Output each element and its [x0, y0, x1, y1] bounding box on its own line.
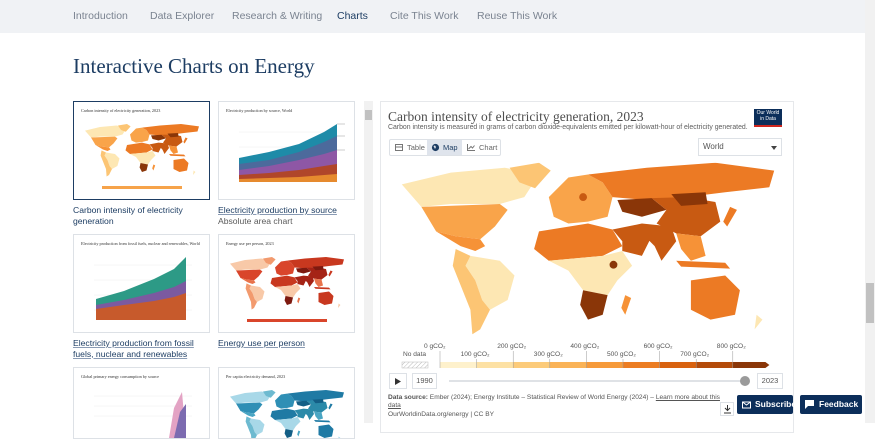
button-label[interactable]: Feedback: [819, 399, 859, 409]
thumbnail-title: Per capita electricity demand, 2023: [226, 374, 286, 379]
page-scrollbar: [865, 0, 875, 423]
caption-text[interactable]: Electricity production by source: [218, 205, 337, 215]
source-label: Data source:: [388, 394, 428, 401]
chart-title: Carbon intensity of electricity generati…: [388, 109, 644, 124]
tab-label[interactable]: Chart: [479, 143, 498, 152]
legend-label: 500 gCO₂: [607, 351, 636, 358]
caption-text[interactable]: Electricity production from fossil fuels…: [73, 338, 194, 359]
table-icon: [395, 144, 403, 151]
chart-subtitle: Carbon intensity is measured in grams of…: [388, 124, 748, 131]
caption-text[interactable]: Carbon intensity of electricity generati…: [73, 205, 183, 226]
card-caption[interactable]: Energy use per person: [218, 338, 356, 349]
legend-label: 100 gCO₂: [460, 351, 490, 358]
thumbnail: [230, 257, 344, 322]
chart-card[interactable]: Carbon intensity of electricity generati…: [73, 101, 210, 200]
thumbnail: [239, 123, 345, 182]
tab-label[interactable]: Map: [443, 143, 458, 152]
tab-bar: [389, 139, 501, 156]
tab[interactable]: Table: [391, 140, 427, 155]
thumbnail-title: Electricity production by source, World: [226, 108, 293, 113]
legend-swatch: [513, 362, 550, 368]
nav-item[interactable]: Reuse This Work: [477, 10, 558, 22]
dropdown-caret: [771, 146, 777, 150]
legend-swatch: [440, 362, 477, 368]
feedback-button[interactable]: Feedback: [800, 395, 862, 414]
logo-line: in Data: [760, 115, 776, 122]
region-select[interactable]: World: [698, 138, 782, 156]
nav-item[interactable]: Cite This Work: [390, 10, 459, 22]
legend-swatch: [476, 362, 514, 368]
legend-swatch: [732, 362, 770, 368]
chart-card[interactable]: Per capita electricity demand, 2023: [218, 367, 355, 439]
timeline-handle[interactable]: [740, 376, 750, 386]
world-map[interactable]: [392, 160, 784, 342]
legend-swatch: [623, 362, 660, 368]
tab-selected[interactable]: Map: [427, 140, 462, 155]
nav-item[interactable]: Research & Writing: [232, 10, 323, 22]
legend-label: 300 gCO₂: [533, 351, 563, 358]
top-nav: Introduction Data Explorer Research & Wr…: [0, 0, 865, 33]
play-button[interactable]: [389, 373, 407, 389]
legend-label: 0 gCO₂: [424, 343, 446, 350]
thumbnail-title: Global primary energy consumption by sou…: [81, 374, 159, 379]
legend-label: 800 gCO₂: [716, 343, 746, 350]
button-label[interactable]: Subscribe: [755, 399, 797, 409]
chart-card[interactable]: Electricity production from fossil fuels…: [73, 234, 210, 333]
thumbnail-title: Energy use per person, 2023: [226, 241, 274, 246]
tab-label[interactable]: Table: [407, 143, 425, 152]
page-scrollbar-thumb[interactable]: [866, 283, 874, 323]
source-text: Ember (2024); Energy Institute – Statist…: [429, 394, 654, 401]
chart-card[interactable]: Global primary energy consumption by sou…: [73, 367, 210, 439]
nav-item[interactable]: Charts: [337, 10, 368, 22]
thumbnail: [85, 124, 199, 189]
caption-text[interactable]: Energy use per person: [218, 338, 305, 348]
legend-swatch: [586, 362, 623, 368]
caption-note: Absolute area chart: [218, 215, 293, 226]
region-label: World: [703, 142, 724, 151]
chart-icon: [467, 144, 475, 151]
thumbnail: [94, 257, 192, 320]
chart-card[interactable]: Energy use per person, 2023: [218, 234, 355, 333]
legend-no-data: No data: [403, 351, 427, 358]
legend-swatch: [696, 362, 733, 368]
tab[interactable]: Chart: [463, 140, 499, 155]
timeline-start[interactable]: 1990: [412, 373, 437, 389]
timeline-track[interactable]: [449, 380, 747, 382]
legend-swatch: [659, 362, 697, 368]
card-caption[interactable]: Carbon intensity of electricity generati…: [73, 205, 211, 226]
legend-swatch: [549, 362, 587, 368]
map-legend: [401, 351, 770, 369]
globe-icon: [431, 143, 440, 152]
data-source: Data source: Ember (2024); Energy Instit…: [388, 394, 723, 410]
scrollbar-track: [364, 101, 373, 423]
logo-line: Our World: [756, 110, 780, 116]
legend-label: 600 gCO₂: [643, 343, 673, 350]
chart-card[interactable]: Electricity production by source, World: [218, 101, 355, 200]
nav-item[interactable]: Data Explorer: [150, 10, 215, 22]
thumbnail-title: Carbon intensity of electricity generati…: [81, 108, 161, 113]
scrollbar-thumb[interactable]: [365, 110, 372, 120]
download-icon: [724, 405, 731, 414]
subscribe-button[interactable]: Subscribe: [737, 395, 797, 414]
legend-label: 400 gCO₂: [570, 343, 600, 350]
nav-item[interactable]: Introduction: [73, 10, 128, 22]
page-heading: Interactive Charts on Energy: [73, 54, 315, 78]
legend-label: 700 gCO₂: [680, 351, 710, 358]
mail-icon: [742, 401, 751, 409]
card-caption[interactable]: Electricity production from fossil fuels…: [73, 338, 211, 359]
play-icon: [395, 378, 401, 385]
download-button[interactable]: [720, 402, 734, 416]
card-caption[interactable]: Electricity production by source Absolut…: [218, 205, 356, 226]
owid-logo[interactable]: Our World in Data: [754, 109, 782, 127]
thumbnail-title: Electricity production from fossil fuels…: [81, 241, 200, 246]
timeline-end[interactable]: 2023: [757, 373, 783, 389]
chart-footer: OurWorldinData.org/energy | CC BY: [388, 411, 495, 418]
source-link[interactable]: Learn more about this data: [388, 394, 720, 409]
no-data-swatch: [401, 361, 429, 369]
chat-icon: [805, 400, 814, 409]
legend-label: 200 gCO₂: [497, 343, 527, 350]
